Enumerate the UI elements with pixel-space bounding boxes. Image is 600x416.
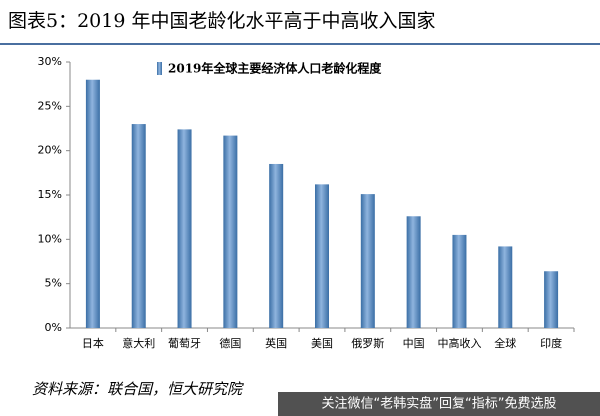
bar <box>85 79 100 328</box>
bar <box>544 271 559 328</box>
bar <box>498 246 513 328</box>
source-note: 资料来源：联合国，恒大研究院 <box>32 380 244 398</box>
y-tick-label: 0% <box>45 321 62 334</box>
chart-title: 图表5：2019 年中国老龄化水平高于中高收入国家 <box>8 10 435 32</box>
x-tick-label: 英国 <box>265 336 287 350</box>
x-tick-label: 俄罗斯 <box>351 337 384 350</box>
legend-swatch <box>157 62 162 75</box>
bar <box>131 124 146 328</box>
bar <box>223 135 238 328</box>
x-tick-label: 意大利 <box>122 336 155 350</box>
y-tick-label: 30% <box>38 55 62 68</box>
legend: 2019年全球主要经济体人口老龄化程度 <box>157 61 382 76</box>
bar <box>177 129 192 328</box>
bar <box>406 216 421 328</box>
x-tick-label: 印度 <box>540 336 562 350</box>
x-tick-label: 全球 <box>494 336 516 350</box>
x-tick-label: 德国 <box>219 336 241 350</box>
y-tick-label: 10% <box>38 232 62 245</box>
x-tick-label: 中国 <box>403 337 425 350</box>
watermark: 关注微信“老韩实盘”回复“指标”免费选股 <box>322 396 557 412</box>
y-tick-label: 20% <box>38 144 62 157</box>
legend-label: 2019年全球主要经济体人口老龄化程度 <box>168 61 382 76</box>
y-tick-label: 5% <box>45 277 62 290</box>
bar <box>452 234 467 328</box>
bar <box>360 194 375 328</box>
bar <box>315 184 329 328</box>
x-tick-label: 葡萄牙 <box>168 337 201 350</box>
x-tick-label: 中高收入 <box>437 336 481 350</box>
x-tick-label: 日本 <box>82 336 104 350</box>
x-tick-label: 美国 <box>311 337 333 350</box>
y-tick-label: 25% <box>38 99 62 112</box>
watermark-bg <box>278 392 600 416</box>
y-tick-label: 15% <box>38 188 62 201</box>
bar <box>269 163 284 328</box>
